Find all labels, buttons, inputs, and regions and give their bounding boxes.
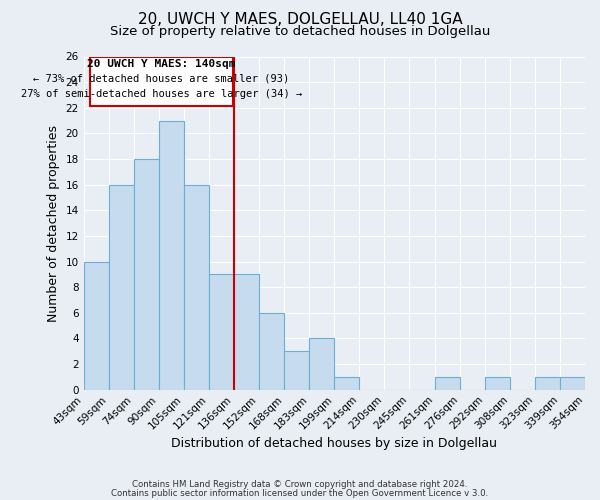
Bar: [485, 377, 510, 390]
Bar: [109, 184, 134, 390]
Bar: [209, 274, 234, 390]
Bar: [83, 262, 109, 390]
X-axis label: Distribution of detached houses by size in Dolgellau: Distribution of detached houses by size …: [171, 437, 497, 450]
Bar: [284, 352, 309, 390]
Bar: [309, 338, 334, 390]
Text: Contains public sector information licensed under the Open Government Licence v : Contains public sector information licen…: [112, 488, 488, 498]
Text: Contains HM Land Registry data © Crown copyright and database right 2024.: Contains HM Land Registry data © Crown c…: [132, 480, 468, 489]
Bar: [535, 377, 560, 390]
Bar: [134, 159, 159, 390]
Text: Size of property relative to detached houses in Dolgellau: Size of property relative to detached ho…: [110, 25, 490, 38]
Bar: [334, 377, 359, 390]
Text: 20 UWCH Y MAES: 140sqm: 20 UWCH Y MAES: 140sqm: [87, 59, 236, 69]
Bar: [159, 120, 184, 390]
FancyBboxPatch shape: [90, 56, 233, 106]
Text: 27% of semi-detached houses are larger (34) →: 27% of semi-detached houses are larger (…: [20, 88, 302, 99]
Bar: [434, 377, 460, 390]
Bar: [259, 313, 284, 390]
Bar: [184, 184, 209, 390]
Y-axis label: Number of detached properties: Number of detached properties: [47, 124, 60, 322]
Text: 20, UWCH Y MAES, DOLGELLAU, LL40 1GA: 20, UWCH Y MAES, DOLGELLAU, LL40 1GA: [137, 12, 463, 28]
Text: ← 73% of detached houses are smaller (93): ← 73% of detached houses are smaller (93…: [33, 74, 289, 84]
Bar: [234, 274, 259, 390]
Bar: [560, 377, 585, 390]
